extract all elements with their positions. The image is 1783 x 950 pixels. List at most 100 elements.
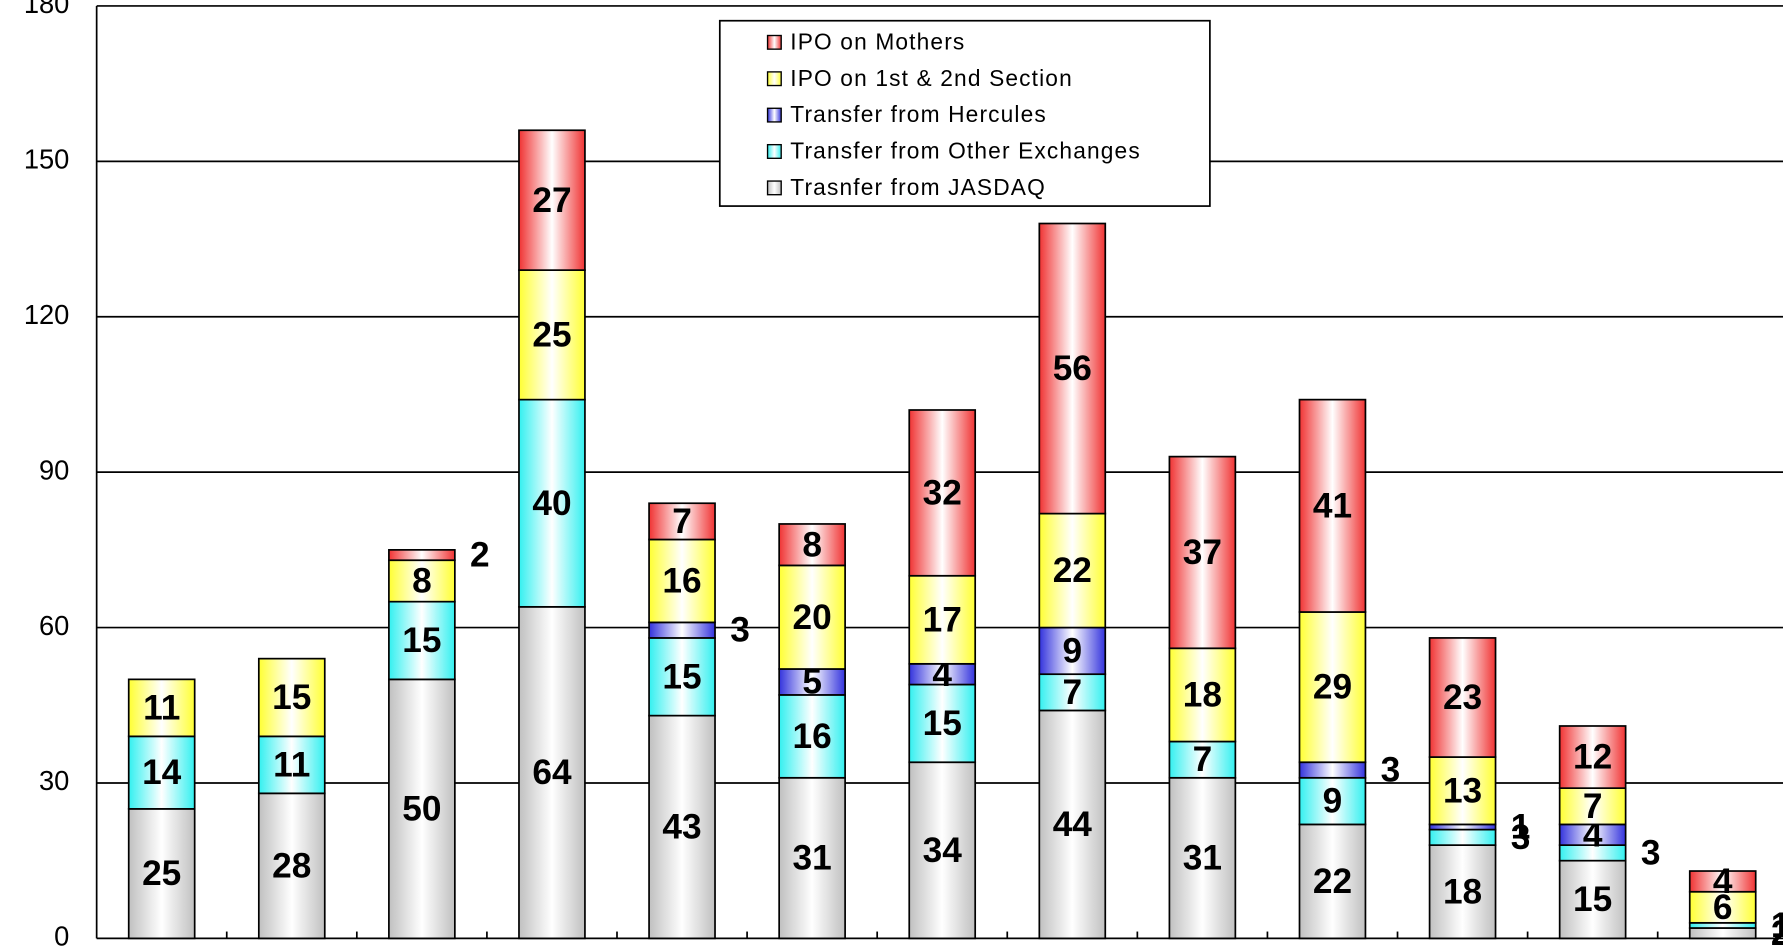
bar-segment — [648, 538, 716, 624]
bar-segment — [388, 549, 456, 562]
bar-segment — [127, 735, 196, 810]
data-label: 22 — [1313, 862, 1352, 901]
data-label: 27 — [532, 181, 571, 220]
bar-segment — [257, 792, 326, 940]
data-label: 15 — [923, 704, 962, 743]
bar-segment — [388, 559, 456, 603]
bar-segment — [648, 714, 716, 940]
bar-segment — [908, 683, 977, 764]
bar-segment — [1428, 756, 1497, 826]
data-label: 43 — [662, 808, 701, 847]
bar-segment — [1038, 222, 1107, 515]
data-label: 6 — [1713, 888, 1733, 927]
y-tick-label: 120 — [24, 299, 70, 330]
bar-segment — [1428, 844, 1497, 940]
data-label: 22 — [1053, 551, 1092, 590]
data-label: 23 — [1443, 678, 1482, 717]
data-label: 28 — [272, 846, 311, 885]
data-label: 44 — [1053, 805, 1093, 844]
data-label: 29 — [1313, 668, 1352, 707]
bar-segment — [1688, 927, 1757, 940]
bar-segment — [257, 735, 326, 795]
bar-segment — [778, 523, 846, 567]
bar-segment — [1168, 647, 1237, 743]
legend-label: IPO on Mothers — [790, 28, 965, 54]
data-label: 15 — [662, 657, 701, 696]
legend-box — [718, 19, 1211, 207]
bar-segment — [1688, 870, 1757, 893]
bar-segment — [1298, 398, 1367, 613]
bar-segment — [257, 657, 326, 738]
data-label: 15 — [272, 678, 311, 717]
legend-label: IPO on 1st & 2nd Section — [790, 65, 1073, 91]
data-label: 16 — [662, 562, 701, 601]
data-label: 25 — [142, 854, 181, 893]
data-label: 20 — [793, 598, 832, 637]
data-label: 15 — [402, 621, 441, 660]
legend-swatch — [766, 143, 782, 159]
y-tick-label: 150 — [24, 144, 70, 175]
bar-segment — [1298, 823, 1367, 940]
data-label: 18 — [1443, 872, 1482, 911]
data-label: 1 — [1511, 808, 1531, 847]
bar-segment — [388, 600, 456, 681]
legend-swatch — [766, 180, 782, 196]
data-label: 3 — [730, 611, 750, 650]
bar-segment — [648, 621, 716, 639]
bar-segment — [518, 605, 586, 940]
data-label: 64 — [532, 753, 572, 792]
bar-segment — [778, 668, 846, 696]
y-tick-label: 90 — [39, 454, 69, 485]
data-label: 2 — [470, 536, 490, 575]
data-label: 2 — [1771, 914, 1783, 950]
bar-segment — [908, 409, 977, 577]
bar-segment — [1688, 890, 1757, 924]
data-label: 41 — [1313, 486, 1352, 525]
bar-segment — [388, 678, 456, 940]
data-label: 3 — [1381, 751, 1401, 790]
bar-segment — [1168, 455, 1237, 650]
bar-segment — [778, 776, 846, 940]
bar-segment — [1428, 637, 1497, 758]
data-label: 13 — [1443, 771, 1482, 810]
data-label: 40 — [532, 484, 571, 523]
legend-label: Transfer from Other Exchanges — [790, 138, 1141, 164]
bar-segment — [1038, 673, 1107, 712]
bar-segment — [908, 574, 977, 665]
legend: IPO on Mothers IPO on 1st & 2nd Section Tr… — [718, 19, 1211, 207]
data-label: 12 — [1573, 738, 1612, 777]
data-label: 7 — [672, 502, 692, 541]
data-label: 9 — [1062, 631, 1082, 670]
data-label: 18 — [1183, 675, 1222, 714]
data-label: 31 — [793, 839, 832, 878]
y-tick-label: 30 — [39, 765, 69, 796]
legend-label: Trasnfer from JASDAQ — [790, 174, 1046, 200]
data-label: 17 — [923, 600, 962, 639]
bar-segment — [1168, 776, 1237, 940]
data-label: 32 — [923, 473, 962, 512]
data-label: 1 — [1771, 906, 1783, 945]
data-label: 37 — [1183, 533, 1222, 572]
bar-segment — [518, 129, 586, 271]
data-label: 14 — [142, 753, 182, 792]
legend-swatch — [766, 107, 782, 123]
bar-segment — [1038, 709, 1107, 940]
legend-label: Transfer from Hercules — [790, 101, 1047, 127]
bar-segment — [1038, 512, 1107, 629]
bar-segment — [1558, 725, 1627, 790]
data-label: 7 — [1583, 787, 1603, 826]
bar-segment — [518, 398, 586, 608]
data-label: 11 — [143, 688, 180, 727]
data-label: 4 — [1713, 862, 1733, 901]
y-tick-label: 60 — [39, 610, 69, 641]
data-label: 7 — [1062, 673, 1082, 712]
bar-segment — [127, 808, 196, 940]
data-label: 5 — [802, 663, 822, 702]
y-tick-label: 0 — [54, 921, 69, 950]
data-label: 3 — [1511, 818, 1531, 857]
data-label: 56 — [1053, 349, 1092, 388]
bar-segment — [1168, 740, 1237, 779]
bar-segment — [1298, 761, 1367, 779]
bar-segment — [648, 502, 716, 541]
